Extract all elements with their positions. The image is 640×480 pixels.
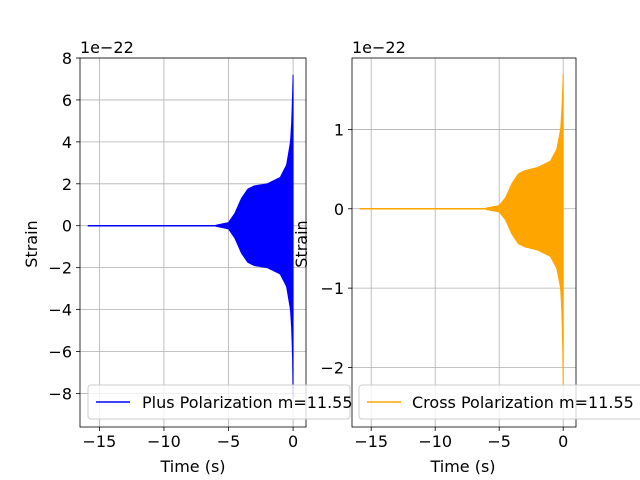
plot-plus-offset-text: 1e−22 [80, 38, 134, 57]
y-tick-label: −8 [48, 384, 72, 403]
y-tick-label: −2 [48, 259, 72, 278]
x-tick-label: −10 [418, 432, 452, 451]
y-tick-label: 0 [334, 200, 344, 219]
y-tick-label: −1 [320, 279, 344, 298]
y-tick-label: 8 [62, 49, 72, 68]
x-tick-label: −5 [217, 432, 241, 451]
plot-plus-ylabel: Strain [22, 220, 41, 267]
x-tick-label: −10 [147, 432, 181, 451]
plot-plus-legend-box [87, 384, 351, 420]
plot-cross-legend: Cross Polarization m=11.55 [358, 384, 640, 420]
plot-cross-ticks: −15 −10 −5 0−2−101 [320, 120, 568, 451]
plot-plus-legend-label: Plus Polarization m=11.55 [142, 393, 353, 412]
x-tick-label: −15 [82, 432, 116, 451]
plot-cross-axes-frame [351, 57, 577, 428]
plot-cross-ylabel: Strain [292, 220, 311, 267]
x-tick-label: 0 [288, 432, 298, 451]
plot-plus-xlabel: Time (s) [159, 457, 225, 476]
plot-cross-offset-text: 1e−22 [352, 38, 406, 57]
y-tick-label: −2 [320, 358, 344, 377]
plot-cross-polarization: −15 −10 −5 0−2−101 1e−22 Time (s) Strain Cr… [292, 38, 640, 476]
y-tick-label: −6 [48, 343, 72, 362]
y-tick-label: 2 [62, 175, 72, 194]
plot-plus-axes-frame [79, 57, 307, 428]
y-tick-label: 0 [62, 217, 72, 236]
plot-plus-legend: Plus Polarization m=11.55 [87, 384, 353, 420]
x-tick-label: −5 [487, 432, 511, 451]
plot-cross-legend-box [358, 384, 640, 420]
y-tick-label: 4 [62, 133, 72, 152]
plot-cross-xlabel: Time (s) [429, 457, 495, 476]
x-tick-label: 0 [558, 432, 568, 451]
x-tick-label: −15 [354, 432, 388, 451]
y-tick-label: 1 [334, 120, 344, 139]
plot-cross-legend-label: Cross Polarization m=11.55 [412, 393, 634, 412]
y-tick-label: 6 [62, 91, 72, 110]
plot-plus-ticks: −15 −10 −5 0 −8 −6 −4 −2 0 2 4 6 8 [48, 49, 298, 451]
y-tick-label: −4 [48, 301, 72, 320]
